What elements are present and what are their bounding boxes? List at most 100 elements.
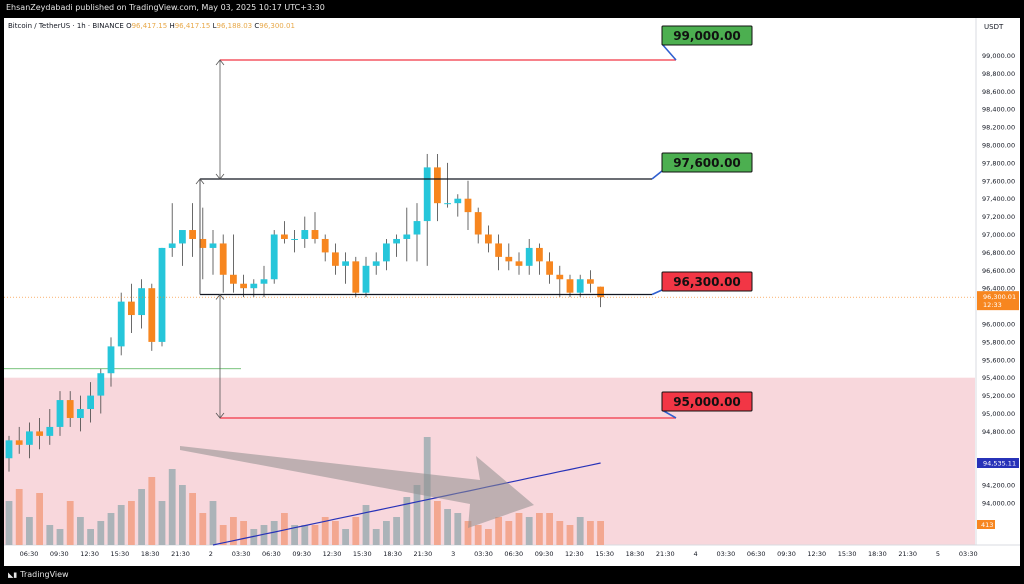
volume-bar xyxy=(525,517,533,545)
candle-body xyxy=(536,247,543,262)
volume-bar xyxy=(556,521,564,545)
volume-bar xyxy=(291,525,298,545)
volume-bar xyxy=(148,477,156,545)
volume-bar xyxy=(117,505,125,545)
volume-bar xyxy=(352,517,360,545)
x-tick-label: 15:30 xyxy=(595,550,614,558)
volume-marker-text: 413 xyxy=(981,521,993,529)
target-high-label-box xyxy=(661,25,753,46)
volume-bar xyxy=(505,521,513,545)
x-tick-label: 09:30 xyxy=(535,550,554,558)
volume-bar xyxy=(179,485,186,545)
x-tick-label: 15:30 xyxy=(838,550,857,558)
volume-bar xyxy=(5,501,13,545)
volume-bar xyxy=(301,525,309,545)
volume-bar xyxy=(566,525,574,545)
x-tick-label: 4 xyxy=(694,550,698,558)
volume-bar xyxy=(66,501,74,545)
candle-body xyxy=(56,400,64,427)
x-tick-label: 09:30 xyxy=(50,550,69,558)
measure-arrow-down-head xyxy=(215,412,225,419)
volume-bar xyxy=(26,517,33,545)
candle-body xyxy=(230,274,237,284)
tradingview-brand[interactable]: ◣▮ TradingView xyxy=(8,570,69,579)
current-price-text: 96,300.01 xyxy=(983,293,1016,301)
volume-bar xyxy=(485,529,492,545)
candle-body xyxy=(66,400,74,418)
candle-body xyxy=(403,234,411,239)
x-tick-label: 18:30 xyxy=(626,550,645,558)
candle-body xyxy=(423,167,431,222)
volume-bar xyxy=(576,517,584,545)
x-tick-label: 2 xyxy=(209,550,213,558)
candle-body xyxy=(454,198,462,204)
candle-body xyxy=(587,279,594,284)
y-tick-label: 98,400.00 xyxy=(982,106,1015,114)
volume-bar xyxy=(597,521,604,545)
measure-arrow-down-tophead xyxy=(215,293,225,300)
volume-bar xyxy=(474,525,482,545)
y-tick-label: 95,600.00 xyxy=(982,356,1015,364)
symbol-legend[interactable]: Bitcoin / TetherUS · 1h · BINANCE O96,41… xyxy=(8,22,295,30)
forecast-arrow xyxy=(180,446,534,528)
y-tick-label: 98,200.00 xyxy=(982,124,1015,132)
candle-body xyxy=(128,301,135,316)
candle-body xyxy=(352,261,360,293)
candle-body xyxy=(5,440,13,459)
x-tick-label: 03:30 xyxy=(959,550,978,558)
candle-body xyxy=(515,261,523,266)
x-tick-label: 18:30 xyxy=(868,550,887,558)
y-tick-label: 97,000.00 xyxy=(982,231,1015,239)
volume-bar xyxy=(321,517,329,545)
x-tick-label: 06:30 xyxy=(504,550,523,558)
range-high-label-box xyxy=(661,152,753,173)
volume-bar xyxy=(464,521,472,545)
x-tick-label: 18:30 xyxy=(141,550,160,558)
close-label: C xyxy=(254,22,260,30)
low-value: 96,188.03 xyxy=(216,22,253,30)
target-high-label-text: 99,000.00 xyxy=(673,29,741,43)
candle-body xyxy=(291,238,298,240)
symbol-name[interactable]: Bitcoin / TetherUS · 1h · BINANCE xyxy=(8,22,124,30)
candle-body xyxy=(36,431,43,436)
bottom-bar xyxy=(0,566,1024,584)
volume-bar xyxy=(15,489,23,545)
x-tick-label: 12:30 xyxy=(323,550,342,558)
candle-body xyxy=(107,346,115,374)
candle-body xyxy=(189,230,196,239)
volume-bar xyxy=(281,513,288,545)
candle-body xyxy=(219,243,227,275)
currency-label[interactable]: USDT xyxy=(984,23,1004,31)
volume-ma-line xyxy=(212,462,601,546)
close-value: 96,300.01 xyxy=(259,22,295,30)
volume-marker xyxy=(977,520,995,529)
x-tick-label: 21:30 xyxy=(171,550,190,558)
open-value: 96,417.15 xyxy=(131,22,168,30)
volume-bar xyxy=(189,493,196,545)
range-low-label-connector xyxy=(651,289,663,296)
publisher-text: EhsanZeydabadi published on TradingView.… xyxy=(6,3,325,12)
y-tick-label: 94,000.00 xyxy=(982,500,1015,508)
candle-body xyxy=(362,265,370,293)
candle-body xyxy=(97,373,105,396)
y-tick-label: 97,400.00 xyxy=(982,195,1015,203)
range-high-label-text: 97,600.00 xyxy=(673,156,741,170)
candle-body xyxy=(556,274,564,280)
volume-bar xyxy=(311,525,319,545)
low-label: L xyxy=(212,22,217,30)
target-high-label-connector xyxy=(661,43,677,61)
target-low-label-box xyxy=(661,391,753,412)
x-tick-label: 21:30 xyxy=(414,550,433,558)
measure-arrow-up-head xyxy=(215,173,225,180)
volume-bar xyxy=(393,517,400,545)
candle-body xyxy=(434,167,441,204)
x-tick-label: 15:30 xyxy=(353,550,372,558)
candle-body xyxy=(566,279,574,293)
open-label: O xyxy=(126,22,132,30)
volume-bar xyxy=(546,513,553,545)
volume-bar xyxy=(97,521,105,545)
x-tick-label: 06:30 xyxy=(20,550,39,558)
y-tick-label: 95,200.00 xyxy=(982,392,1015,400)
y-tick-label: 96,400.00 xyxy=(982,285,1015,293)
